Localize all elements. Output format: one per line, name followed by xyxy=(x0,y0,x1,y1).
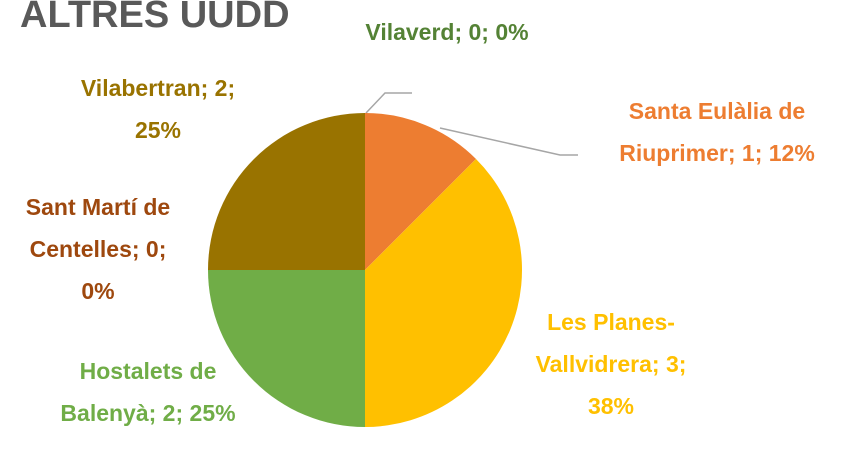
data-label: Sant Martí de Centelles; 0; 0% xyxy=(25,194,171,304)
data-label: Hostalets de Balenyà; 2; 25% xyxy=(60,358,236,426)
pie-slice xyxy=(208,113,365,270)
leader-line xyxy=(439,127,578,156)
data-label: Les Planes-Vallvidrera; 3; 38% xyxy=(535,309,687,419)
pie-slice xyxy=(208,270,365,427)
pie-slice xyxy=(365,158,522,427)
chart-title: ALTRES UUDD xyxy=(20,0,290,36)
data-label: Vilabertran; 2; 25% xyxy=(80,75,236,143)
pie-slice xyxy=(365,113,477,270)
data-label: Santa Eulàlia de Riuprimer; 1; 12% xyxy=(619,98,815,166)
leader-line xyxy=(365,92,412,114)
data-label: Vilaverd; 0; 0% xyxy=(365,19,529,45)
